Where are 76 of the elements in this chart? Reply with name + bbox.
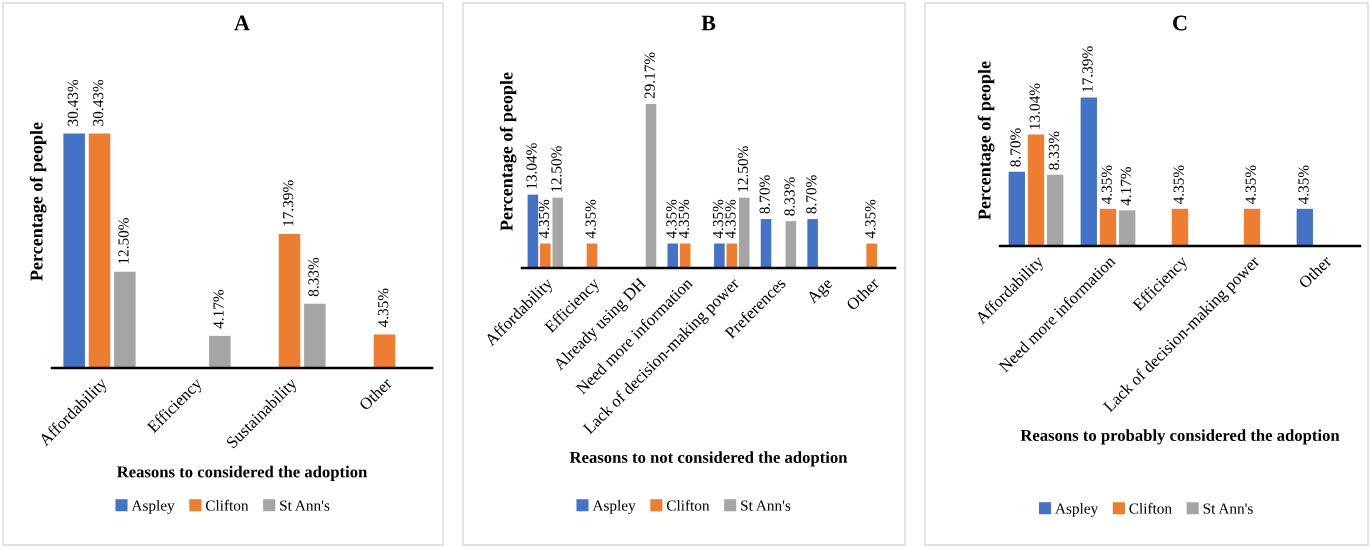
legend-label: St Ann's	[280, 500, 330, 511]
legend-label: Clifton	[1129, 502, 1172, 514]
bar	[540, 243, 551, 268]
data-label: 4.35%	[725, 199, 736, 239]
data-label: 4.35%	[712, 199, 724, 239]
data-label: 4.35%	[1173, 165, 1184, 205]
data-label: 29.17%	[644, 52, 655, 99]
data-label: 8.70%	[806, 175, 817, 214]
bar	[1047, 174, 1064, 246]
data-label: 8.33%	[1048, 131, 1060, 170]
data-label: 30.43%	[93, 79, 104, 126]
bar	[1027, 134, 1045, 246]
bar	[760, 219, 772, 268]
data-label: 8.70%	[759, 175, 770, 214]
bar	[645, 103, 657, 268]
bar	[1119, 210, 1136, 246]
bar	[807, 219, 818, 268]
data-label: 13.04%	[1029, 83, 1040, 129]
bar	[114, 271, 136, 368]
bar	[304, 303, 326, 368]
data-label: 12.50%	[737, 146, 749, 192]
bar	[63, 133, 85, 368]
x-axis-title: Reasons to probably considered the adoption	[1020, 429, 1340, 445]
data-label: 4.35%	[538, 199, 550, 239]
bar	[866, 243, 877, 268]
y-axis-title: Percentage of people	[499, 72, 517, 231]
bar	[209, 335, 231, 368]
x-axis-title: Reasons to not considered the adoption	[569, 451, 848, 467]
bar	[714, 243, 725, 268]
y-axis-title: Percentage of people	[29, 122, 47, 281]
data-label: 30.43%	[67, 79, 79, 126]
data-label: 4.35%	[1298, 165, 1309, 205]
bar	[1008, 171, 1025, 246]
bar	[278, 233, 301, 368]
bar	[785, 221, 797, 268]
data-label: 12.50%	[118, 218, 129, 264]
bar	[1099, 208, 1117, 246]
chart-title: B	[701, 15, 716, 31]
legend-label: Aspley	[592, 499, 636, 514]
data-label: 8.33%	[784, 177, 795, 216]
chart-title: A	[234, 15, 250, 31]
bar	[667, 243, 679, 268]
data-label: 17.39%	[1082, 46, 1093, 92]
bar	[738, 197, 750, 268]
legend-label: St Ann's	[1203, 503, 1253, 514]
data-label: 4.17%	[213, 289, 224, 329]
bar	[1243, 208, 1261, 246]
bar	[1296, 208, 1313, 246]
legend-label: Clifton	[666, 499, 710, 511]
bar	[88, 133, 111, 368]
data-label: 4.35%	[865, 199, 876, 239]
bar	[373, 334, 396, 368]
bar	[1171, 208, 1189, 246]
x-axis-title: Reasons to considered the adoption	[116, 465, 368, 481]
legend-label: St Ann's	[741, 500, 791, 511]
data-label: 4.35%	[585, 199, 596, 239]
bar	[552, 197, 564, 268]
data-label: 12.50%	[551, 146, 562, 192]
legend-label: Aspley	[131, 499, 175, 514]
data-label: 13.04%	[526, 143, 537, 189]
bar	[1080, 97, 1097, 246]
data-label: 4.35%	[678, 199, 690, 239]
bar	[527, 194, 539, 268]
data-label: 8.70%	[1010, 128, 1021, 167]
chart-title: C	[1173, 15, 1187, 31]
data-label: 17.39%	[283, 180, 294, 226]
data-label: 4.17%	[1120, 166, 1132, 206]
data-label: 4.35%	[1245, 165, 1256, 205]
data-label: 4.35%	[378, 288, 389, 328]
data-label: 4.35%	[666, 199, 677, 239]
data-label: 8.33%	[308, 257, 319, 297]
data-label: 4.35%	[1101, 165, 1112, 205]
y-axis-title: Percentage of people	[977, 61, 995, 220]
x-tick-label: Age	[805, 277, 836, 307]
legend-label: Clifton	[205, 499, 249, 511]
legend-label: Aspley	[1055, 502, 1099, 517]
